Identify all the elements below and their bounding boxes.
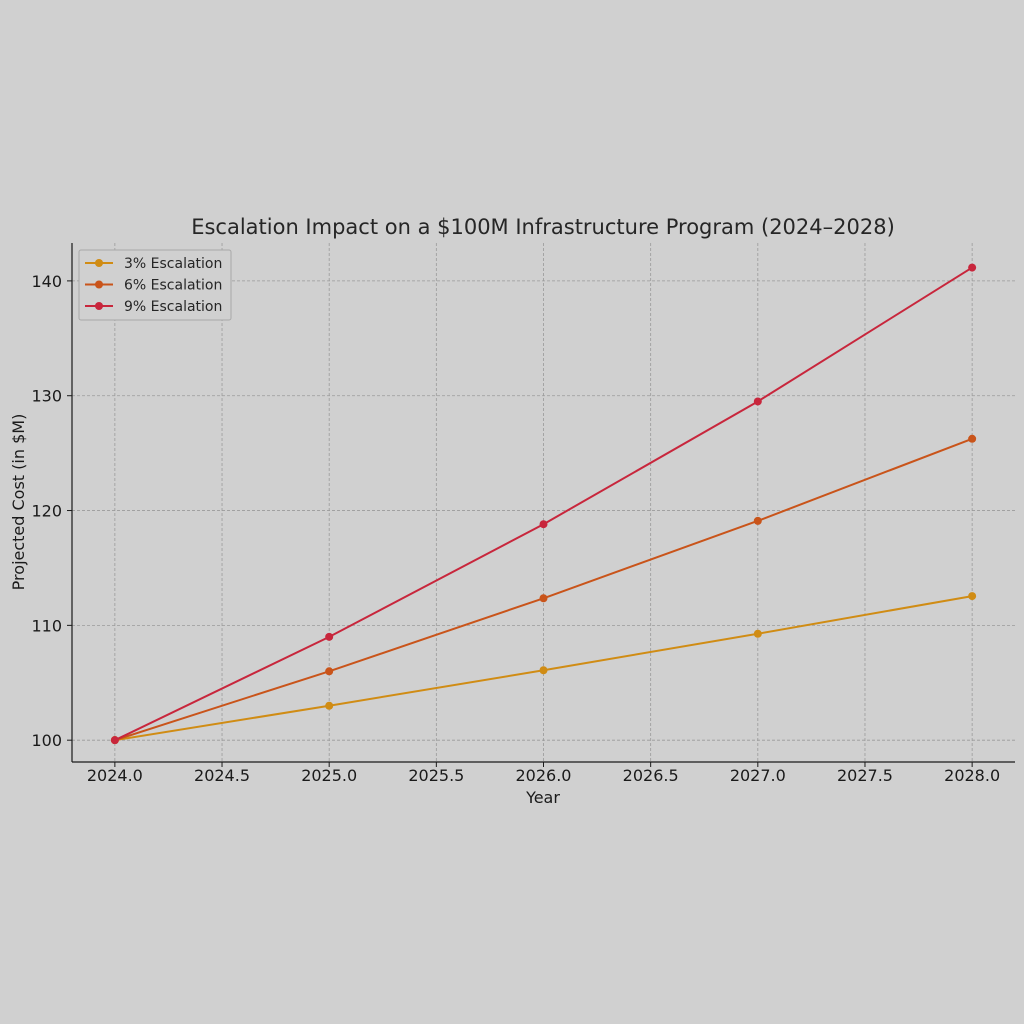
data-point (753, 397, 762, 406)
data-point (325, 632, 334, 641)
chart-title: Escalation Impact on a $100M Infrastruct… (191, 215, 895, 239)
x-tick-label: 2028.0 (944, 766, 1000, 785)
grid (72, 243, 1015, 762)
x-axis-ticks: 2024.0 2024.5 2025.0 2025.5 2026.0 2026.5 2027… (87, 762, 1000, 785)
legend-item: 3% Escalation (85, 256, 222, 272)
data-point (539, 594, 548, 603)
series-3 (110, 263, 977, 745)
legend-label: 6% Escalation (124, 278, 222, 294)
x-tick-label: 2024.5 (194, 766, 250, 785)
x-tick-label: 2027.5 (837, 766, 893, 785)
x-tick-label: 2026.0 (516, 766, 572, 785)
data-point (325, 701, 334, 710)
y-tick-label: 140 (31, 272, 62, 291)
y-axis-label: Projected Cost (in $M) (9, 414, 28, 591)
data-point (539, 666, 548, 675)
y-tick-label: 110 (31, 616, 62, 635)
data-point (753, 516, 762, 525)
legend-swatch-marker (95, 302, 103, 310)
legend-label: 3% Escalation (124, 256, 222, 272)
y-tick-label: 130 (31, 387, 62, 406)
x-axis-label: Year (525, 788, 560, 807)
legend-swatch-marker (95, 259, 103, 267)
x-tick-label: 2026.5 (623, 766, 679, 785)
data-point (539, 520, 548, 529)
data-point (968, 263, 977, 272)
x-tick-label: 2027.0 (730, 766, 786, 785)
legend-box (78, 249, 232, 321)
series (110, 263, 977, 745)
x-tick-label: 2025.5 (408, 766, 464, 785)
data-point (968, 592, 977, 601)
data-point (110, 736, 119, 745)
y-axis-ticks: 100 110 120 130 140 (31, 272, 72, 750)
x-tick-label: 2025.0 (301, 766, 357, 785)
y-tick-label: 100 (31, 731, 62, 750)
data-point (753, 629, 762, 638)
legend-label: 9% Escalation (124, 299, 222, 315)
legend-item: 9% Escalation (85, 299, 222, 315)
legend-swatch-marker (95, 280, 103, 289)
legend: 3% Escalation 6% Escalation 9% Escalation (78, 249, 232, 321)
y-tick-label: 120 (31, 502, 62, 521)
data-point (968, 434, 977, 443)
x-tick-label: 2024.0 (87, 766, 143, 785)
legend-item: 6% Escalation (85, 278, 222, 294)
data-point (325, 667, 334, 676)
